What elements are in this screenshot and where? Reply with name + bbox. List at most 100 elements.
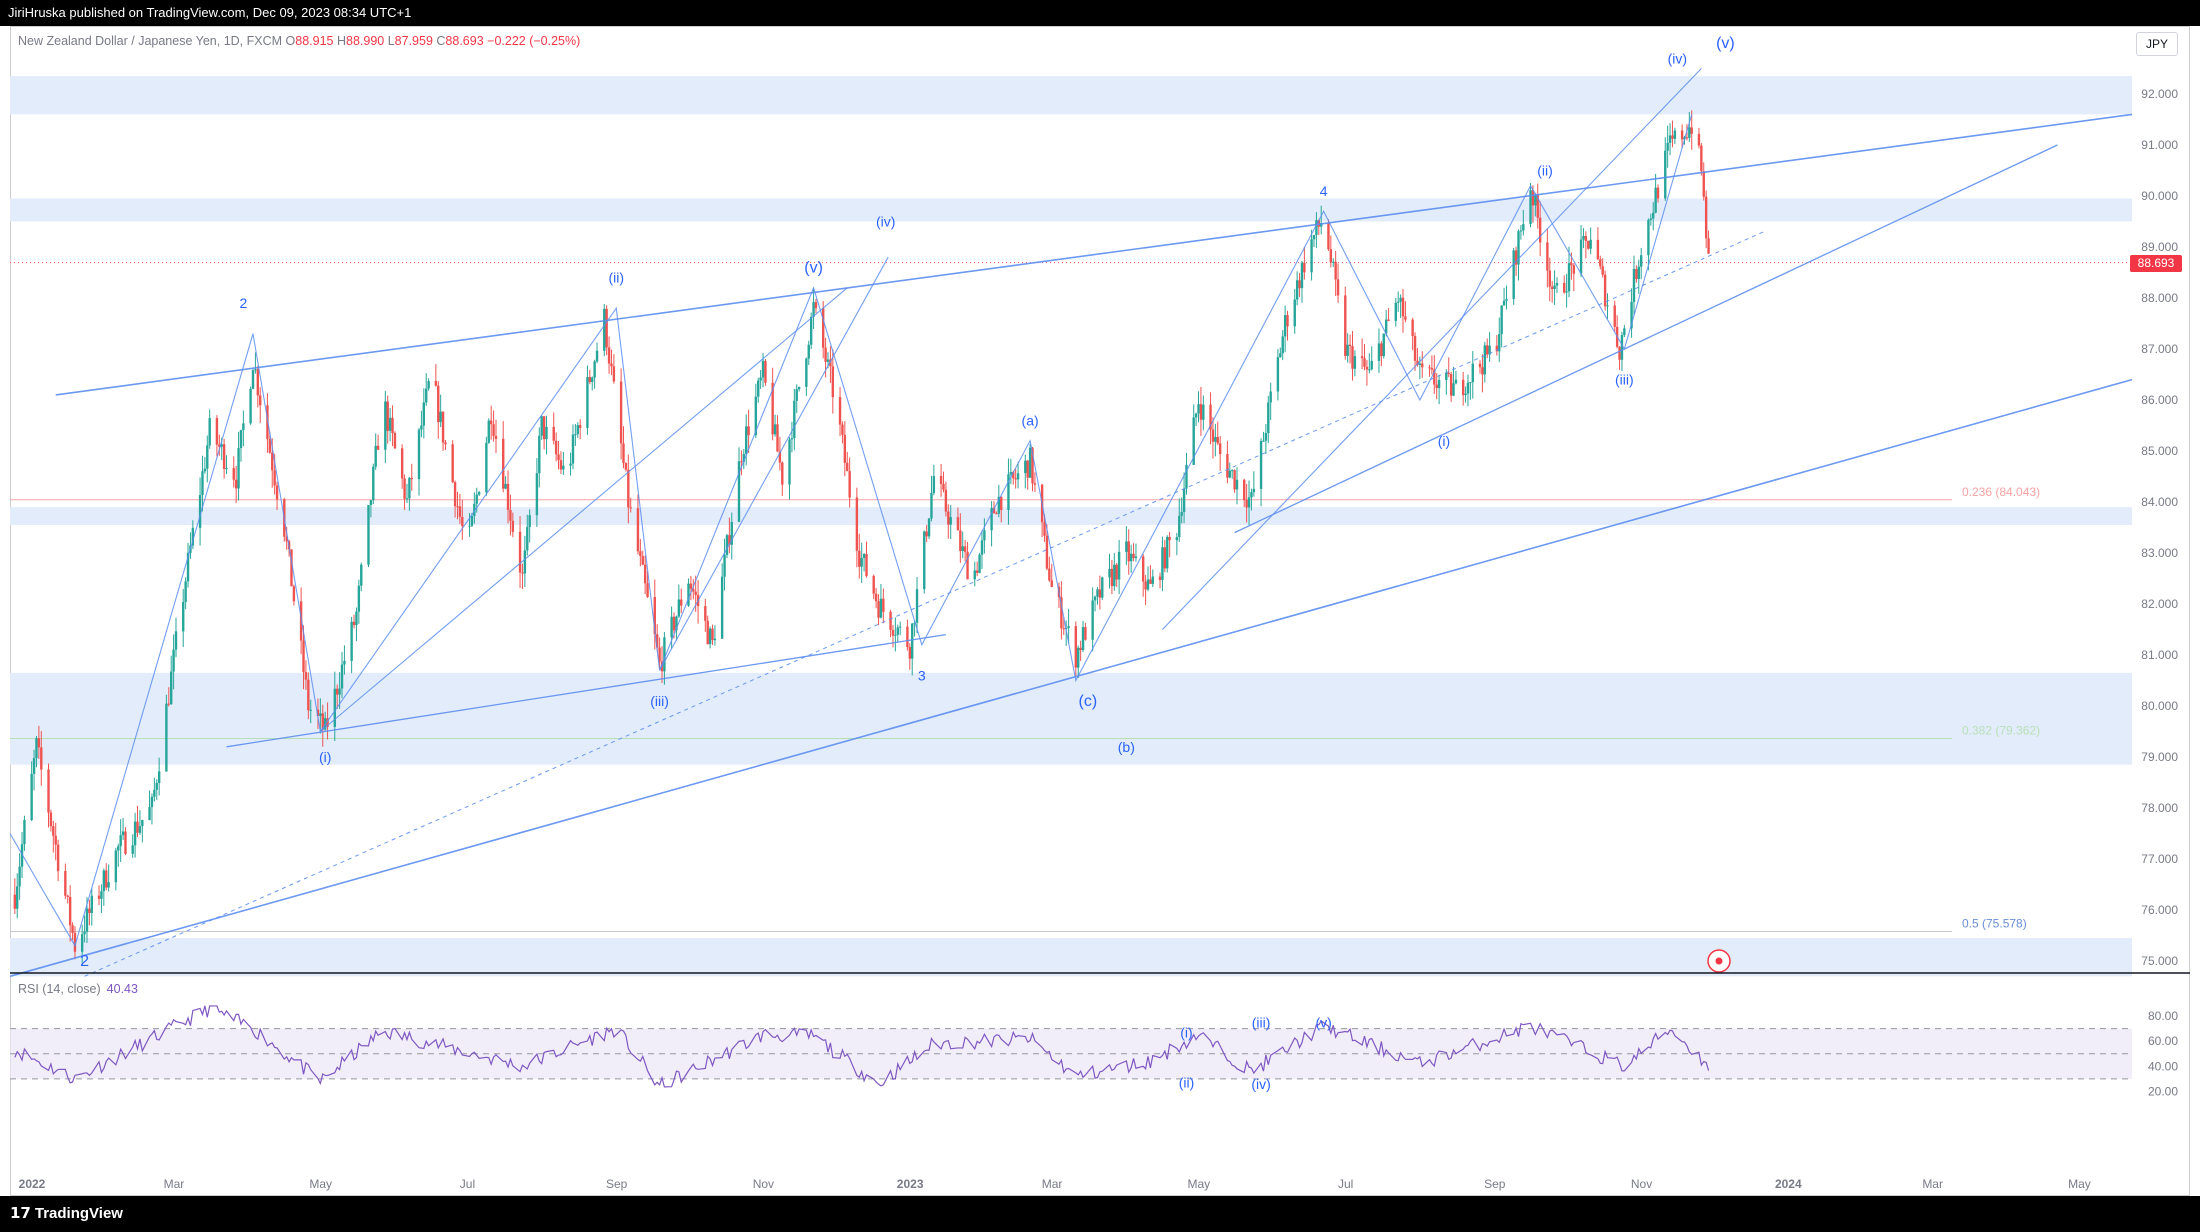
candle-body-170	[586, 377, 589, 428]
candle-body-424	[1437, 380, 1441, 389]
candle-body-395	[1344, 295, 1347, 356]
candle-body-437	[1483, 345, 1487, 375]
candle-body-19	[73, 932, 77, 952]
wave-label-15: (iv)	[1668, 50, 1687, 66]
candle-body-132	[456, 506, 459, 508]
candle-body-81	[285, 536, 288, 542]
candle-body-498	[1688, 127, 1691, 138]
wave-label-12: (i)	[1438, 433, 1450, 449]
candle-body-144	[494, 435, 498, 439]
candle-body-296	[1009, 472, 1013, 475]
tradingview-logo[interactable]: 𝟭𝟳 TradingView	[10, 1205, 123, 1223]
candle-body-131	[453, 482, 457, 507]
candle-body-421	[1430, 367, 1434, 370]
candle-body-450	[1529, 190, 1532, 225]
candle-body-474	[1606, 305, 1609, 307]
candle-body-5	[30, 773, 33, 821]
candle-body-418	[1418, 363, 1422, 365]
candle-body-495	[1680, 130, 1684, 140]
candle-body-195	[670, 616, 673, 638]
candle-body-252	[860, 558, 863, 567]
candle-body-499	[1690, 127, 1693, 134]
candle-body-62	[220, 444, 223, 447]
candle-body-461	[1565, 291, 1568, 293]
candle-body-333	[1132, 553, 1135, 559]
price-tick-14: 78.000	[2141, 801, 2178, 815]
candle-body-500	[1697, 133, 1701, 146]
candle-body-13	[54, 835, 57, 845]
candle-body-146	[504, 483, 507, 489]
candle-body-457	[1550, 286, 1554, 289]
candle-body-353	[1199, 404, 1203, 420]
candle-body-311	[1060, 597, 1063, 629]
candle-body-297	[1012, 472, 1015, 479]
price-tick-5: 87.000	[2141, 342, 2178, 356]
candle-body-352	[1197, 404, 1200, 414]
candle-body-427	[1449, 374, 1453, 396]
midline	[84, 231, 1765, 977]
candle-body-431	[1464, 393, 1467, 396]
candle-body-27	[102, 870, 106, 892]
candle-body-368	[1250, 492, 1253, 498]
candle-body-420	[1428, 367, 1431, 369]
candle-body-471	[1599, 259, 1602, 267]
candle-body-385	[1310, 239, 1313, 273]
candle-body-306	[1043, 522, 1046, 536]
candle-body-327	[1113, 564, 1116, 587]
candle-body-185	[636, 508, 640, 552]
candle-body-246	[841, 424, 844, 435]
candle-body-472	[1601, 266, 1604, 275]
candle-body-147	[506, 483, 510, 511]
candle-body-320	[1091, 600, 1094, 640]
candle-body-316	[1077, 647, 1080, 668]
candle-body-18	[71, 925, 74, 933]
candle-body-50	[182, 601, 185, 632]
candle-body-129	[444, 442, 447, 445]
candle-body-207	[708, 628, 712, 645]
candle-body-393	[1334, 261, 1337, 280]
candle-body-186	[639, 551, 642, 557]
chart-area[interactable]	[10, 26, 2190, 1196]
rsi-wave-label-4: (v)	[1315, 1014, 1331, 1030]
candle-body-105	[367, 505, 370, 565]
candle-body-382	[1298, 280, 1301, 289]
candle-body-45	[165, 703, 168, 772]
candle-body-372	[1264, 433, 1268, 441]
candle-body-65	[232, 468, 235, 480]
time-tick-10: Sep	[1484, 1177, 1506, 1191]
candle-body-315	[1074, 626, 1078, 668]
candle-body-109	[376, 445, 380, 450]
candle-body-484	[1639, 255, 1643, 267]
wave-label-1: 2	[80, 953, 89, 970]
candle-body-300	[1024, 460, 1027, 474]
candle-body-47	[169, 671, 173, 705]
candle-body-37	[136, 821, 139, 833]
candle-body-337	[1146, 579, 1150, 590]
candle-body-76	[268, 439, 272, 453]
candle-body-15	[64, 871, 67, 896]
candle-body-181	[622, 443, 625, 464]
candle-body-133	[458, 506, 462, 517]
candle-body-113	[391, 417, 394, 434]
candle-body-60	[215, 418, 219, 445]
candle-body-356	[1211, 429, 1215, 442]
candle-body-339	[1151, 576, 1155, 584]
candle-body-464	[1572, 265, 1576, 274]
candle-body-96	[336, 688, 339, 695]
candle-body-73	[256, 369, 260, 396]
candle-body-397	[1348, 344, 1352, 347]
candle-body-375	[1276, 357, 1280, 392]
candle-body-190	[653, 597, 656, 635]
candle-body-149	[511, 520, 515, 532]
wave4-support-line	[226, 633, 946, 748]
candle-body-184	[629, 507, 632, 509]
candle-body-208	[711, 628, 714, 641]
candle-body-462	[1567, 263, 1571, 292]
candle-body-267	[911, 623, 914, 659]
currency-button[interactable]: JPY	[2136, 32, 2178, 56]
candle-body-394	[1336, 279, 1340, 296]
symbol-legend: New Zealand Dollar / Japanese Yen, 1D, F…	[18, 34, 580, 48]
candle-body-61	[218, 444, 221, 447]
resistance-zone-1	[10, 198, 2132, 222]
